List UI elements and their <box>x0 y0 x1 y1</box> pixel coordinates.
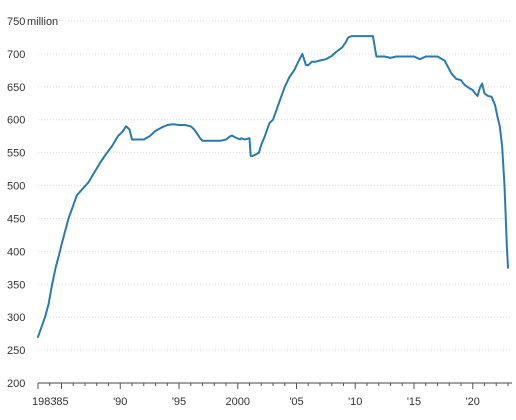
y-tick-label: 700 <box>7 49 25 61</box>
grid-lines <box>38 20 512 351</box>
series-layer <box>37 35 509 338</box>
series-line <box>37 35 509 338</box>
y-axis-unit-label: million <box>27 16 58 28</box>
y-tick-label: 750 <box>7 16 25 28</box>
y-tick-label: 500 <box>7 181 25 193</box>
y-tick-label: 250 <box>7 345 25 357</box>
x-tick-label: 2000 <box>226 396 250 408</box>
y-tick-label: 600 <box>7 115 25 127</box>
x-tick-label: '20 <box>466 396 480 408</box>
x-tick-label: '95 <box>172 396 186 408</box>
y-tick-label: 350 <box>7 279 25 291</box>
y-tick-label: 450 <box>7 213 25 225</box>
y-tick-label: 200 <box>7 378 25 390</box>
y-tick-label: 300 <box>7 312 25 324</box>
x-tick-label: 1983 <box>32 396 56 408</box>
y-tick-label: 400 <box>7 246 25 258</box>
x-tick-label: '85 <box>54 396 68 408</box>
x-tick-label: '90 <box>113 396 127 408</box>
x-tick-label: '05 <box>289 396 303 408</box>
y-tick-label: 550 <box>7 148 25 160</box>
y-tick-label: 650 <box>7 82 25 94</box>
x-tick-label: '10 <box>348 396 362 408</box>
x-axis: 1983'85 '90 '95 2000 '05 '10 '15 '20 <box>32 382 512 408</box>
x-tick-label: '15 <box>407 396 421 408</box>
y-axis-tick-labels: 200 250 300 350 400 450 500 550 600 650 700 750 <box>7 16 25 390</box>
